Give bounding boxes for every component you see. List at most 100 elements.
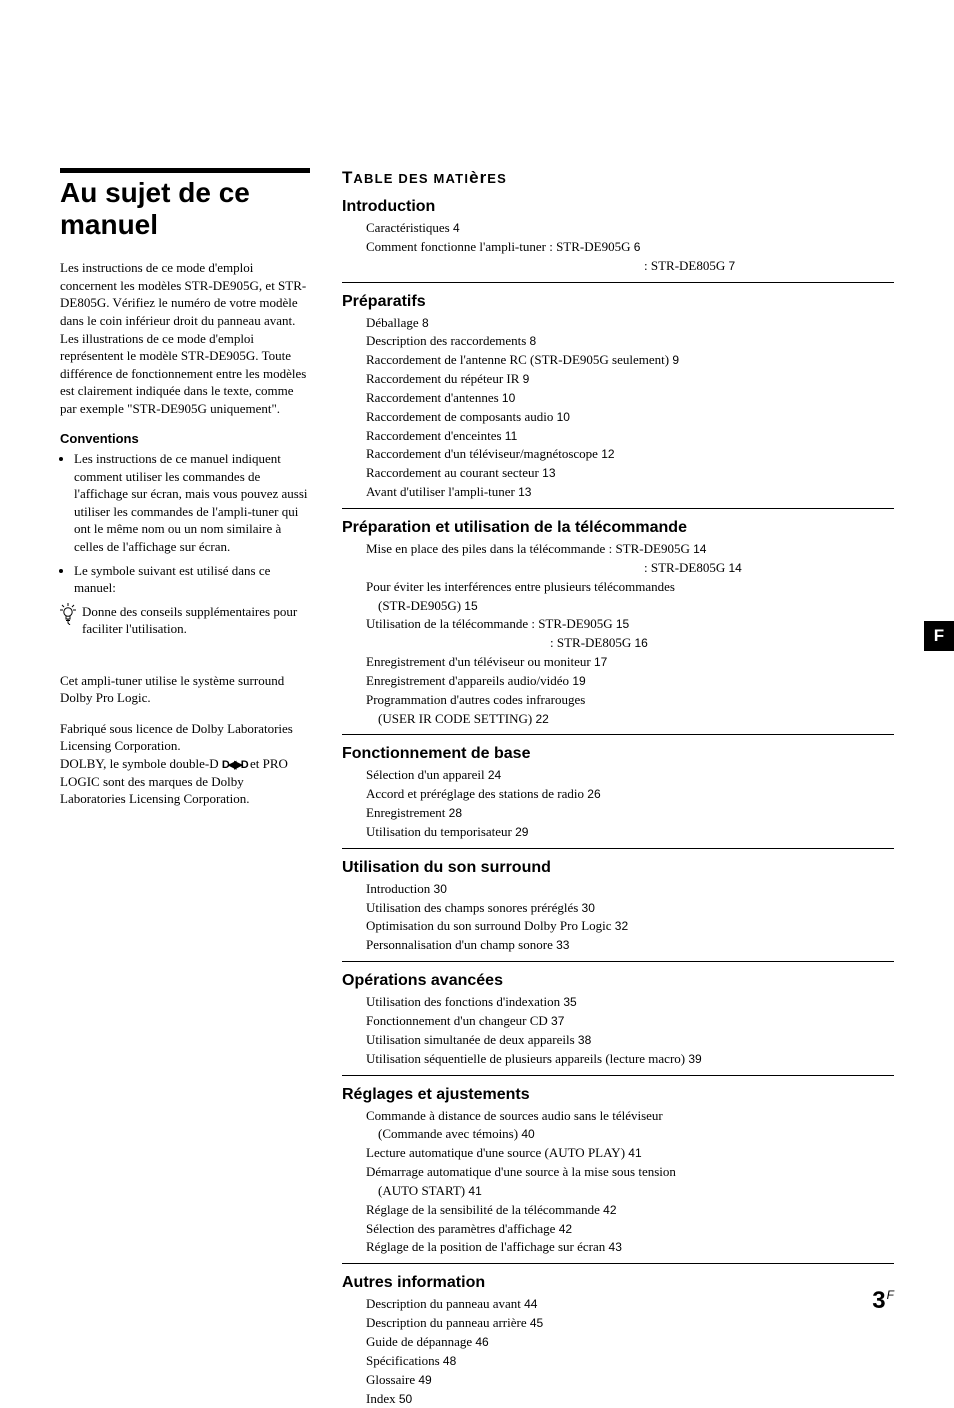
toc-entries: Introduction 30Utilisation des champs so… [342,880,894,955]
toc-entry-text: Optimisation du son surround Dolby Pro L… [366,918,615,933]
toc-entry: Programmation d'autres codes infrarouges [366,691,894,710]
section-rule [342,282,894,283]
toc-section: PréparatifsDéballage 8Description des ra… [342,293,894,509]
page-number: 3F [872,1287,894,1315]
toc-entry-text: Enregistrement [366,805,449,820]
toc-entry-text: Utilisation séquentielle de plusieurs ap… [366,1051,688,1066]
conventions-bullet-2: Le symbole suivant est utilisé dans ce m… [74,562,310,597]
toc-entry: Utilisation des champs sonores préréglés… [366,899,894,918]
toc-entry-text: Utilisation de la télécommande : STR-DE9… [366,616,616,631]
toc-entry: Comment fonctionne l'ampli-tuner : STR-D… [366,238,894,257]
toc-entry-page: 24 [488,768,501,782]
toc-entry-text: Raccordement de l'antenne RC (STR-DE905G… [366,352,672,367]
toc-entry-text: Utilisation du temporisateur [366,824,515,839]
toc-section: Autres informationDescription du panneau… [342,1274,894,1408]
toc-entries: Déballage 8Description des raccordements… [342,314,894,502]
toc-entry-text: Personnalisation d'un champ sonore [366,937,556,952]
toc-entry-text: Raccordement d'antennes [366,390,502,405]
tip-icon [60,603,76,638]
toc-entry-page: 50 [399,1392,412,1406]
toc-entry-text: Réglage de la sensibilité de la télécomm… [366,1202,603,1217]
toc-entry-page: 30 [582,901,595,915]
toc-entry-page: 46 [475,1335,488,1349]
side-tab: F [924,621,954,651]
toc-entry-page: 17 [594,655,607,669]
toc-entry-text: Raccordement du répéteur IR [366,371,523,386]
toc-entry: Fonctionnement d'un changeur CD 37 [366,1012,894,1031]
page: F Au sujet de ce manuel Les instructions… [0,0,954,1351]
toc-entry-text: : STR-DE805G [550,635,635,650]
left-column: Au sujet de ce manuel Les instructions d… [60,168,310,1408]
section-rule [342,848,894,849]
conventions-list: Les instructions de ce manuel indiquent … [60,450,310,596]
toc-entry-page: 41 [628,1146,641,1160]
toc-section-title: Introduction [342,198,894,216]
toc-entry-page: 16 [635,636,648,650]
toc-entry-text: Description du panneau avant [366,1296,524,1311]
toc-entry: Lecture automatique d'une source (AUTO P… [366,1144,894,1163]
toc-entry: Commande à distance de sources audio san… [366,1107,894,1126]
toc-entry-text: : STR-DE805G [644,560,729,575]
toc-entry-page: 8 [422,316,429,330]
toc-entry-text: Raccordement au courant secteur [366,465,542,480]
toc-entry: Description du panneau avant 44 [366,1295,894,1314]
credit-2: Fabriqué sous licence de Dolby Laborator… [60,720,310,755]
toc-entry: Mise en place des piles dans la télécomm… [366,540,894,559]
toc-entry-page: 14 [729,561,742,575]
toc-entry-text: Raccordement de composants audio [366,409,557,424]
toc-entry-text: Index [366,1391,399,1406]
toc-entry-page: 38 [578,1033,591,1047]
toc-entry-text: Glossaire [366,1372,418,1387]
toc-entry-text: Avant d'utiliser l'ampli-tuner [366,484,518,499]
toc-entry-text: Sélection d'un appareil [366,767,488,782]
toc-entry-page: 41 [468,1184,481,1198]
toc-entry-page: 29 [515,825,528,839]
toc-entry-page: 13 [518,485,531,499]
toc-container: IntroductionCaractéristiques 4Comment fo… [342,198,894,1408]
toc-entry-text: Raccordement d'un téléviseur/magnétoscop… [366,446,601,461]
toc-entry: : STR-DE805G 14 [366,559,894,578]
toc-entry: Personnalisation d'un champ sonore 33 [366,936,894,955]
toc-entry-page: 32 [615,919,628,933]
toc-entry: Réglage de la position de l'affichage su… [366,1238,894,1257]
toc-entry-text: (AUTO START) [378,1183,468,1198]
toc-entry: Avant d'utiliser l'ampli-tuner 13 [366,483,894,502]
toc-entry-text: Raccordement d'enceintes [366,428,505,443]
toc-entry-text: Réglage de la position de l'affichage su… [366,1239,609,1254]
manual-title: Au sujet de ce manuel [60,177,310,241]
toc-entry-page: 35 [563,995,576,1009]
toc-entry: Utilisation simultanée de deux appareils… [366,1031,894,1050]
toc-entry-text: Démarrage automatique d'une source à la … [366,1164,676,1179]
toc-entry: Raccordement d'antennes 10 [366,389,894,408]
toc-entry-text: Utilisation des fonctions d'indexation [366,994,563,1009]
toc-entry-text: Pour éviter les interférences entre plus… [366,579,675,594]
toc-entry: Utilisation de la télécommande : STR-DE9… [366,615,894,634]
toc-entry-text: Lecture automatique d'une source (AUTO P… [366,1145,628,1160]
page-number-suffix: F [887,1288,894,1302]
toc-entry-page: 42 [559,1222,572,1236]
section-rule [342,1263,894,1264]
toc-entry-page: 15 [464,599,477,613]
toc-entry-page: 9 [523,372,530,386]
toc-entry-text: Guide de dépannage [366,1334,475,1349]
toc-entry: Sélection d'un appareil 24 [366,766,894,785]
toc-entry-page: 7 [729,259,736,273]
credit-3: DOLBY, le symbole double-D D◀▶D et PRO L… [60,755,310,808]
toc-entry-page: 43 [609,1240,622,1254]
toc-entry: Enregistrement d'appareils audio/vidéo 1… [366,672,894,691]
toc-entry-page: 33 [556,938,569,952]
toc-entry-page: 15 [616,617,629,631]
toc-entry-text: Introduction [366,881,434,896]
toc-entries: Sélection d'un appareil 24Accord et prér… [342,766,894,841]
toc-entry-page: 26 [587,787,600,801]
tip-text: Donne des conseils supplémentaires pour … [82,603,310,638]
toc-entry: Description du panneau arrière 45 [366,1314,894,1333]
intro-paragraph: Les instructions de ce mode d'emploi con… [60,259,310,417]
toc-entry: Raccordement au courant secteur 13 [366,464,894,483]
toc-entry-text: : STR-DE805G [644,258,729,273]
toc-entry: Raccordement d'enceintes 11 [366,427,894,446]
section-rule [342,961,894,962]
toc-entry-page: 42 [603,1203,616,1217]
toc-entry: Déballage 8 [366,314,894,333]
toc-title: TABLE DES MATIèrES [342,168,894,188]
